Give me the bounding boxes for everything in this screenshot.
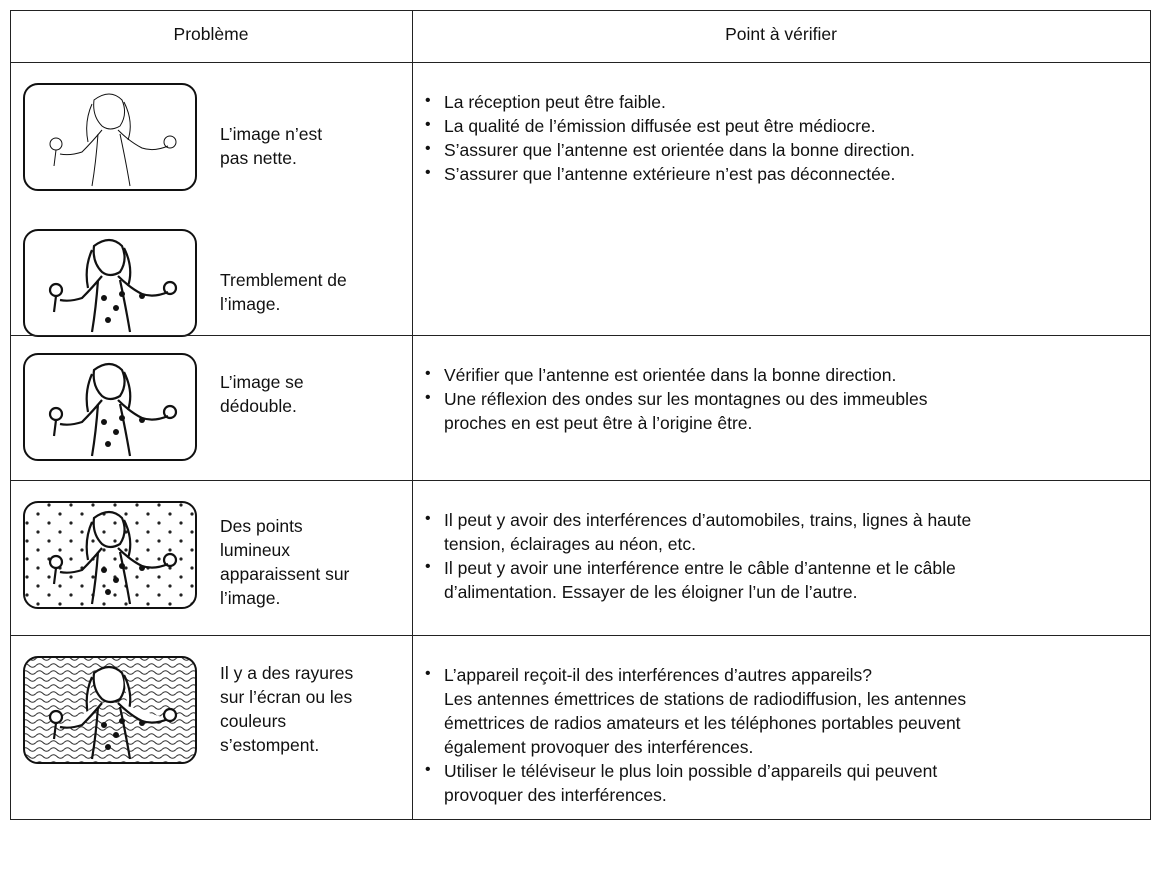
bullet: • <box>425 389 431 406</box>
problem-text: Des points <box>220 516 303 536</box>
tv-illustration <box>23 353 197 461</box>
check-text: La réception peut être faible. <box>444 92 666 112</box>
tv-illustration <box>23 229 197 337</box>
check-text: proches en est peut être à l’origine êtr… <box>444 413 753 433</box>
check-text: Il peut y avoir des interférences d’auto… <box>444 510 972 530</box>
problem-text: dédouble. <box>220 396 297 416</box>
bullet: • <box>425 510 431 527</box>
bullet: • <box>425 164 431 181</box>
check-text: Il peut y avoir une interférence entre l… <box>444 558 956 578</box>
bullet: • <box>425 116 431 133</box>
problem-text: s’estompent. <box>220 735 320 755</box>
row-divider <box>10 635 1151 636</box>
row-divider <box>10 335 1151 336</box>
problem-text: l’image. <box>220 294 281 314</box>
tv-illustration <box>23 501 197 609</box>
problem-text: couleurs <box>220 711 287 731</box>
check-text: S’assurer que l’antenne extérieure n’est… <box>444 164 896 184</box>
header-cell: Problème <box>173 24 249 44</box>
bullet: • <box>425 665 431 682</box>
check-text: La qualité de l’émission diffusée est pe… <box>444 116 876 136</box>
problem-text: lumineux <box>220 540 291 560</box>
check-text: Utiliser le téléviseur le plus loin poss… <box>444 761 938 781</box>
check-text: d’alimentation. Essayer de les éloigner … <box>444 582 858 602</box>
check-text: émettrices de radios amateurs et les tél… <box>444 713 961 733</box>
problem-text: Il y a des rayures <box>220 663 354 683</box>
check-text: tension, éclairages au néon, etc. <box>444 534 696 554</box>
check-text: Les antennes émettrices de stations de r… <box>444 689 967 709</box>
check-text: également provoquer des interférences. <box>444 737 754 757</box>
bullet: • <box>425 140 431 157</box>
column-divider <box>412 10 413 820</box>
bullet: • <box>425 92 431 109</box>
check-text: Vérifier que l’antenne est orientée dans… <box>444 365 897 385</box>
problem-text: L’image n’est <box>220 124 323 144</box>
tv-illustration <box>23 83 197 191</box>
header-divider <box>10 62 1151 63</box>
bullet: • <box>425 761 431 778</box>
bullet: • <box>425 558 431 575</box>
row-divider <box>10 480 1151 481</box>
table-border <box>10 10 1151 820</box>
problem-text: pas nette. <box>220 148 297 168</box>
bullet: • <box>425 365 431 382</box>
check-text: L’appareil reçoit-il des interférences d… <box>444 665 873 685</box>
problem-text: L’image se <box>220 372 304 392</box>
problem-text: sur l’écran ou les <box>220 687 353 707</box>
problem-text: l’image. <box>220 588 281 608</box>
check-text: S’assurer que l’antenne est orientée dan… <box>444 140 915 160</box>
problem-text: Tremblement de <box>220 270 347 290</box>
header-cell: Point à vérifier <box>725 24 837 44</box>
problem-text: apparaissent sur <box>220 564 350 584</box>
tv-illustration <box>23 656 197 764</box>
check-text: provoquer des interférences. <box>444 785 667 805</box>
check-text: Une réflexion des ondes sur les montagne… <box>444 389 928 409</box>
